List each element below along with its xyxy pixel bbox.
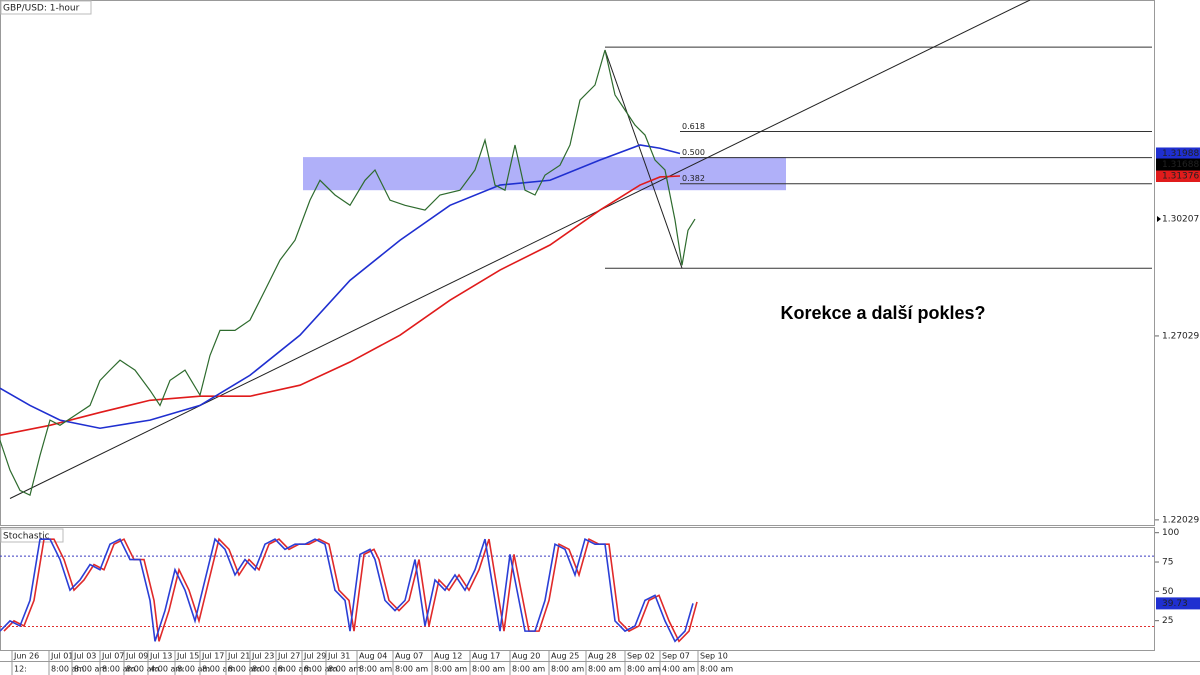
x-tick-label: Jul 23 — [251, 652, 274, 661]
series-line — [0, 537, 694, 643]
y-tick-label: 50 — [1162, 587, 1174, 597]
y-tick-label: 75 — [1162, 558, 1173, 568]
axis-value-label: 39.73 — [1162, 599, 1188, 609]
x-tick-time: 8:00 am — [202, 665, 235, 674]
pane-title: Stochastic — [3, 532, 50, 542]
x-tick-label: Jul 27 — [277, 652, 300, 661]
x-tick-label: Aug 25 — [551, 652, 579, 661]
fib-label: 0.618 — [682, 122, 705, 131]
x-tick-time: 8:00 am — [278, 665, 311, 674]
price-arrow — [1157, 216, 1161, 223]
x-tick-label: Sep 10 — [700, 652, 728, 661]
x-tick-time: 8:00 am — [126, 665, 159, 674]
y-tick-label: 25 — [1162, 616, 1173, 626]
x-tick-label: Jul 13 — [149, 652, 172, 661]
x-tick-label: Jul 09 — [125, 652, 148, 661]
x-tick-label: Aug 07 — [395, 652, 423, 661]
price-label-bg — [1156, 213, 1200, 226]
x-tick-label: Sep 02 — [627, 652, 655, 661]
x-tick-time: 8:00 am — [252, 665, 285, 674]
zone — [303, 157, 786, 191]
x-tick-time: 8:00 am — [512, 665, 545, 674]
x-tick-time: 8:00 am — [74, 665, 107, 674]
x-tick-time: 8:00 am — [588, 665, 621, 674]
series-line — [0, 175, 681, 437]
x-tick-label: Aug 28 — [588, 652, 616, 661]
price-label-bg — [1156, 170, 1200, 183]
x-tick-time: 8:00 am — [228, 665, 261, 674]
y-tick-label: 1.22029 — [1162, 515, 1199, 525]
x-tick-time: 8:00 am — [177, 665, 210, 674]
x-tick-time: 8:00 am — [434, 665, 467, 674]
axis-value-label: 1.30207 — [1162, 215, 1199, 225]
trendline — [9, 0, 1031, 499]
stochastic-pane — [0, 527, 1155, 651]
x-tick-time: 8:00 am — [51, 665, 84, 674]
x-tick-time: 4:00 am — [662, 665, 695, 674]
x-tick-label: Jul 01 — [50, 652, 73, 661]
x-tick-time: 8:00 am — [395, 665, 428, 674]
axis-value-label: 1.31688 — [1162, 160, 1199, 170]
y-tick-label: 100 — [1162, 528, 1179, 538]
price-label-bg — [1156, 147, 1200, 160]
fib-label: 0.500 — [682, 148, 705, 157]
series-line — [0, 49, 696, 497]
fib-label: 0.382 — [682, 174, 705, 183]
price-pane — [0, 0, 1155, 526]
x-tick-time: 8:00 am — [102, 665, 135, 674]
x-tick-time: 8:00 am — [700, 665, 733, 674]
x-tick-label: Sep 07 — [662, 652, 690, 661]
series-line — [3, 537, 698, 643]
x-tick-label: Jul 07 — [101, 652, 124, 661]
x-tick-label: Jul 15 — [176, 652, 199, 661]
pane-title: GBP/USD: 1-hour — [3, 4, 80, 14]
x-tick-label: Jun 26 — [13, 652, 39, 661]
y-tick-label: 1.27029 — [1162, 331, 1199, 341]
x-tick-time: 8:00 am — [627, 665, 660, 674]
x-tick-time: 12: — [14, 665, 27, 674]
x-tick-label: Jul 03 — [73, 652, 96, 661]
annotation: Korekce a další pokles? — [780, 303, 985, 323]
x-tick-time: 8:00 am — [359, 665, 392, 674]
x-tick-label: Aug 04 — [359, 652, 387, 661]
x-tick-label: Jul 31 — [327, 652, 350, 661]
series-line — [0, 144, 681, 430]
x-tick-time: 4:00 am — [150, 665, 183, 674]
price-label-bg — [1156, 158, 1200, 171]
title-bg — [0, 0, 92, 15]
x-tick-time: 8:00 am — [328, 665, 361, 674]
axis-value-label: 1.31988 — [1162, 149, 1199, 159]
axis-value-label: 1.31376 — [1162, 172, 1199, 182]
x-tick-time: 8:00 am — [551, 665, 584, 674]
x-tick-label: Aug 20 — [512, 652, 540, 661]
x-tick-label: Jul 17 — [201, 652, 224, 661]
price-label-bg — [1156, 597, 1200, 610]
x-tick-label: Jul 29 — [303, 652, 326, 661]
x-tick-label: Aug 17 — [472, 652, 500, 661]
x-tick-label: Jul 21 — [227, 652, 250, 661]
x-tick-label: Aug 12 — [434, 652, 462, 661]
x-tick-time: 8:00 am — [304, 665, 337, 674]
x-tick-time: 8:00 am — [472, 665, 505, 674]
trendline — [604, 49, 683, 269]
